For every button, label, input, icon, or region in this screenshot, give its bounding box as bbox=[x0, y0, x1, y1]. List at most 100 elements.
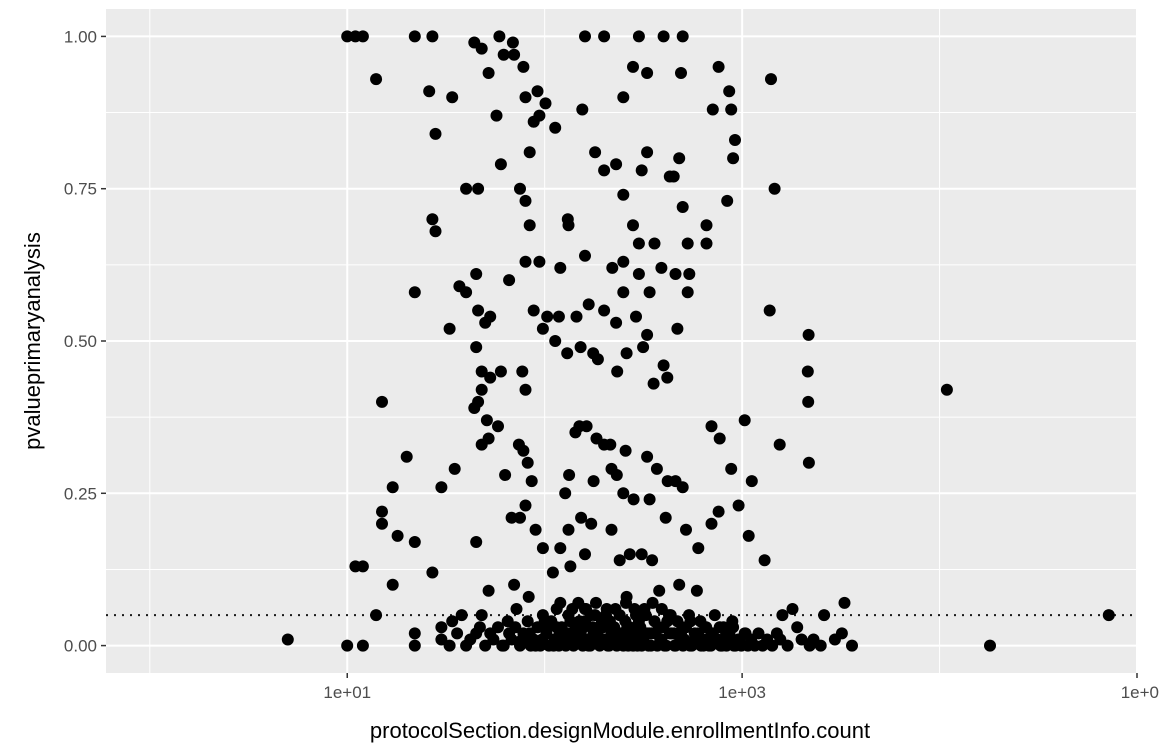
data-point bbox=[482, 584, 495, 597]
data-point bbox=[510, 603, 523, 615]
x-tick-label: 1e+0 bbox=[1121, 683, 1159, 702]
data-point bbox=[470, 341, 483, 354]
data-point bbox=[643, 627, 656, 640]
data-point bbox=[630, 310, 642, 323]
data-point bbox=[680, 523, 692, 536]
data-point bbox=[376, 517, 388, 530]
data-point bbox=[641, 328, 654, 341]
data-point bbox=[776, 609, 789, 622]
data-point bbox=[539, 97, 552, 110]
data-point bbox=[574, 633, 586, 646]
data-point bbox=[598, 30, 611, 43]
data-point bbox=[700, 219, 713, 232]
data-point bbox=[627, 219, 639, 232]
data-point bbox=[281, 633, 294, 646]
data-point bbox=[519, 255, 532, 268]
data-point bbox=[460, 182, 473, 195]
data-point bbox=[635, 548, 648, 561]
data-point bbox=[570, 310, 583, 323]
data-point bbox=[468, 402, 481, 414]
data-point bbox=[838, 596, 851, 609]
data-point bbox=[521, 456, 534, 469]
data-point bbox=[712, 60, 725, 73]
data-point bbox=[443, 322, 456, 335]
data-point bbox=[562, 523, 575, 536]
data-point bbox=[725, 462, 738, 475]
y-tick-label: 0.75 bbox=[64, 180, 97, 199]
data-point bbox=[587, 475, 600, 488]
data-point bbox=[370, 609, 383, 622]
data-point bbox=[721, 194, 734, 207]
data-point bbox=[814, 639, 827, 652]
data-point bbox=[675, 67, 687, 79]
data-point bbox=[648, 237, 661, 250]
data-point bbox=[623, 621, 636, 634]
data-point bbox=[582, 298, 595, 311]
data-point bbox=[690, 584, 703, 597]
x-tick-label: 1e+03 bbox=[718, 683, 766, 702]
data-point bbox=[497, 48, 510, 61]
data-point bbox=[536, 542, 549, 555]
data-point bbox=[617, 286, 630, 299]
data-point bbox=[521, 615, 534, 628]
data-point bbox=[598, 164, 611, 177]
data-point bbox=[610, 158, 623, 171]
data-point bbox=[606, 261, 619, 274]
data-point bbox=[727, 621, 740, 634]
data-point bbox=[617, 487, 630, 500]
data-points bbox=[281, 30, 1115, 652]
data-point bbox=[523, 627, 536, 640]
data-point bbox=[470, 268, 483, 280]
data-point bbox=[574, 341, 587, 354]
data-point bbox=[646, 554, 659, 567]
data-point bbox=[620, 347, 633, 360]
data-point bbox=[635, 639, 648, 652]
y-axis-ticks: 0.00 0.25 0.50 0.75 1.00 bbox=[64, 27, 106, 656]
data-point bbox=[482, 67, 495, 79]
data-point bbox=[627, 639, 639, 652]
data-point bbox=[408, 286, 421, 299]
data-point bbox=[473, 621, 486, 634]
data-point bbox=[514, 182, 526, 195]
data-point bbox=[752, 627, 765, 640]
data-point bbox=[435, 621, 448, 634]
data-point bbox=[713, 432, 726, 445]
data-point bbox=[984, 639, 996, 652]
y-tick-label: 0.25 bbox=[64, 484, 97, 503]
data-point bbox=[676, 30, 689, 43]
data-point bbox=[554, 261, 567, 274]
data-point bbox=[658, 639, 671, 652]
data-point bbox=[683, 268, 696, 280]
data-point bbox=[605, 523, 618, 536]
data-point bbox=[667, 170, 680, 183]
x-tick-label: 1e+01 bbox=[323, 683, 371, 702]
data-point bbox=[519, 194, 532, 207]
data-point bbox=[657, 359, 670, 372]
data-point bbox=[517, 60, 530, 73]
data-point bbox=[725, 103, 738, 116]
data-point bbox=[594, 621, 607, 634]
data-point bbox=[531, 85, 544, 98]
data-point bbox=[655, 261, 668, 274]
data-point bbox=[522, 590, 535, 603]
data-point bbox=[435, 633, 448, 646]
major-grid bbox=[106, 9, 1138, 673]
data-point bbox=[494, 158, 507, 171]
data-point bbox=[494, 365, 507, 378]
data-point bbox=[786, 603, 799, 615]
data-point bbox=[479, 639, 492, 652]
data-point bbox=[765, 73, 777, 86]
data-point bbox=[508, 578, 521, 591]
data-point bbox=[632, 268, 645, 280]
data-point bbox=[828, 633, 841, 646]
data-point bbox=[490, 109, 503, 122]
data-point bbox=[705, 517, 718, 530]
data-point bbox=[493, 30, 506, 43]
data-point bbox=[561, 347, 574, 360]
data-point bbox=[676, 481, 689, 494]
data-point bbox=[554, 542, 567, 555]
data-point bbox=[801, 365, 814, 378]
data-point bbox=[669, 268, 682, 280]
data-point bbox=[770, 627, 783, 640]
y-tick-label: 0.50 bbox=[64, 332, 97, 351]
